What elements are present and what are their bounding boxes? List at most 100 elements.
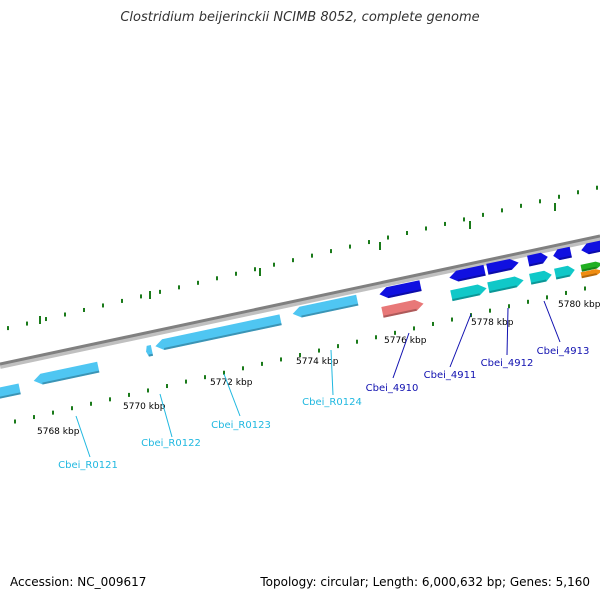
inner-tick bbox=[33, 415, 35, 420]
pseudogene-bar-shape bbox=[381, 299, 424, 318]
protein-gene-arrow[interactable] bbox=[448, 264, 486, 283]
inner-tick bbox=[128, 392, 130, 397]
outer-tick bbox=[311, 253, 313, 258]
gene-label-cbei_r0122[interactable]: Cbei_R0122 bbox=[141, 438, 201, 449]
major-tick bbox=[554, 203, 556, 211]
outer-tick bbox=[216, 276, 218, 281]
major-tick bbox=[39, 316, 41, 324]
cds-bar[interactable] bbox=[529, 269, 553, 285]
outer-tick bbox=[387, 235, 389, 240]
gene-leader-line bbox=[159, 393, 173, 438]
protein-gene-arrow[interactable] bbox=[580, 240, 600, 255]
protein-gene-arrow[interactable] bbox=[527, 252, 549, 267]
gene-leader-line bbox=[506, 307, 509, 356]
feature-bar-green-shade bbox=[581, 266, 598, 272]
pseudogene-bar-shade bbox=[383, 308, 417, 318]
outer-tick bbox=[273, 262, 275, 267]
inner-tick bbox=[527, 299, 529, 304]
major-tick bbox=[259, 268, 261, 276]
feature-bar-orange-shape bbox=[580, 269, 600, 279]
rna-gene-arrow[interactable] bbox=[0, 383, 21, 401]
protein-gene-arrow-shade bbox=[528, 261, 544, 267]
gene-label-cbei_r0124[interactable]: Cbei_R0124 bbox=[302, 397, 362, 408]
protein-gene-arrow[interactable] bbox=[378, 280, 422, 299]
cds-bar-shape bbox=[450, 284, 487, 302]
gene-leader-line bbox=[75, 415, 91, 458]
inner-tick bbox=[71, 406, 73, 411]
protein-gene-arrow-shade bbox=[559, 255, 572, 261]
outer-tick bbox=[349, 244, 351, 249]
inner-tick bbox=[166, 384, 168, 389]
inner-tick bbox=[109, 397, 111, 402]
outer-tick bbox=[406, 230, 408, 235]
gene-leader-line bbox=[392, 332, 410, 379]
protein-gene-arrow-shade bbox=[488, 267, 512, 275]
outer-tick bbox=[520, 203, 522, 208]
feature-bar-orange-shade bbox=[581, 273, 597, 279]
outer-tick bbox=[444, 221, 446, 226]
rna-gene-arrow-shape bbox=[292, 294, 359, 318]
protein-gene-arrow-shade bbox=[388, 289, 422, 299]
outer-tick bbox=[596, 185, 598, 190]
inner-tick bbox=[432, 321, 434, 326]
inner-tick bbox=[318, 348, 320, 353]
gene-label-cbei_4911[interactable]: Cbei_4911 bbox=[424, 370, 477, 381]
cds-bar[interactable] bbox=[554, 265, 576, 280]
rna-gene-arrow-shade bbox=[148, 353, 154, 357]
rna-gene-arrow[interactable] bbox=[292, 294, 359, 319]
scale-label: 5778 kbp bbox=[471, 318, 514, 328]
outer-tick bbox=[140, 294, 142, 299]
feature-bar-orange[interactable] bbox=[580, 268, 600, 279]
protein-gene-arrow-shape bbox=[527, 252, 548, 267]
cds-bar-shade bbox=[489, 285, 517, 294]
outer-tick bbox=[463, 217, 465, 222]
outer-tick bbox=[121, 298, 123, 303]
inner-tick bbox=[242, 366, 244, 371]
gene-leader-line bbox=[449, 313, 472, 368]
gene-leader-line bbox=[543, 300, 561, 343]
gene-label-cbei_4910[interactable]: Cbei_4910 bbox=[366, 383, 419, 394]
inner-tick bbox=[299, 353, 301, 357]
outer-tick bbox=[197, 280, 199, 285]
inner-tick bbox=[489, 308, 491, 313]
outer-tick bbox=[330, 249, 332, 254]
cds-bar[interactable] bbox=[450, 283, 487, 302]
protein-gene-arrow-shade bbox=[457, 273, 486, 282]
rna-gene-arrow[interactable] bbox=[33, 361, 100, 386]
protein-gene-arrow[interactable] bbox=[486, 257, 520, 275]
inner-tick bbox=[546, 295, 548, 300]
outer-tick bbox=[482, 212, 484, 217]
feature-bar-green-shape bbox=[580, 261, 600, 272]
genome-summary: Topology: circular; Length: 6,000,632 bp… bbox=[260, 575, 590, 589]
inner-tick bbox=[261, 361, 263, 366]
scale-label: 5780 kbp bbox=[558, 300, 600, 310]
rna-gene-arrow[interactable] bbox=[154, 314, 282, 351]
inner-tick bbox=[584, 286, 586, 291]
gene-label-cbei_4913[interactable]: Cbei_4913 bbox=[537, 346, 590, 357]
inner-tick bbox=[508, 304, 510, 309]
protein-gene-arrow-shape bbox=[379, 280, 422, 299]
cds-bar-shade bbox=[555, 274, 571, 280]
gene-label-cbei_4912[interactable]: Cbei_4912 bbox=[481, 358, 534, 369]
rna-gene-arrow-shade bbox=[163, 323, 282, 350]
outer-tick bbox=[7, 326, 9, 331]
protein-gene-arrow-shape bbox=[581, 240, 600, 255]
outer-tick bbox=[64, 312, 66, 317]
rna-gene-arrow-shade bbox=[0, 392, 21, 399]
gene-label-cbei_r0121[interactable]: Cbei_R0121 bbox=[58, 460, 118, 471]
rna-gene-arrow[interactable] bbox=[145, 344, 154, 357]
major-tick bbox=[149, 291, 151, 299]
cds-bar[interactable] bbox=[487, 275, 524, 294]
protein-gene-arrow[interactable] bbox=[552, 246, 572, 261]
scale-label: 5774 kbp bbox=[296, 357, 339, 367]
rna-gene-arrow-shape bbox=[155, 314, 282, 350]
rna-gene-arrow-shade bbox=[42, 370, 100, 385]
outer-tick bbox=[83, 307, 85, 312]
inner-tick bbox=[52, 410, 54, 415]
protein-gene-arrow-shape bbox=[449, 264, 486, 282]
inner-tick bbox=[565, 290, 567, 295]
gene-label-cbei_r0123[interactable]: Cbei_R0123 bbox=[211, 420, 271, 431]
pseudogene-bar[interactable] bbox=[381, 298, 424, 318]
outer-tick bbox=[26, 321, 28, 326]
feature-bar-green[interactable] bbox=[580, 260, 600, 272]
